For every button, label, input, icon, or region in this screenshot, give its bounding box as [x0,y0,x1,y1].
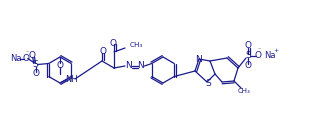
Text: ⁻: ⁻ [25,51,28,56]
Text: CH₃: CH₃ [130,42,143,48]
Text: O: O [32,69,39,78]
Text: ⁻: ⁻ [257,49,261,54]
Text: O: O [28,51,35,60]
Text: CH₃: CH₃ [238,88,250,94]
Text: N: N [124,61,131,71]
Text: +: + [273,49,279,54]
Text: O: O [22,54,29,63]
Text: S: S [33,60,39,69]
Text: O: O [100,46,107,55]
Text: O: O [110,39,117,48]
Text: N: N [195,55,202,65]
Text: O: O [56,60,63,70]
Text: O: O [244,61,252,71]
Text: Na: Na [10,54,22,63]
Text: O: O [255,52,262,60]
Text: S: S [245,52,251,60]
Text: S: S [205,78,211,87]
Text: O: O [244,41,252,51]
Text: Na: Na [264,52,276,60]
Text: N: N [138,61,144,71]
Text: NH: NH [65,74,77,84]
